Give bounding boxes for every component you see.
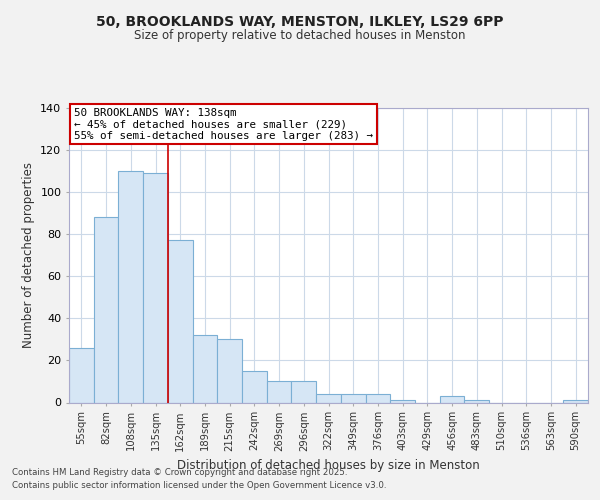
Bar xyxy=(365,394,390,402)
Bar xyxy=(118,170,143,402)
Bar xyxy=(563,400,588,402)
Text: Contains HM Land Registry data © Crown copyright and database right 2025.: Contains HM Land Registry data © Crown c… xyxy=(12,468,347,477)
Bar xyxy=(464,400,489,402)
Bar xyxy=(217,340,242,402)
Bar xyxy=(168,240,193,402)
Bar xyxy=(341,394,365,402)
Bar xyxy=(242,371,267,402)
Bar xyxy=(143,173,168,402)
Text: Contains public sector information licensed under the Open Government Licence v3: Contains public sector information licen… xyxy=(12,482,386,490)
Text: Size of property relative to detached houses in Menston: Size of property relative to detached ho… xyxy=(134,30,466,43)
Bar xyxy=(193,335,217,402)
Bar xyxy=(390,400,415,402)
Text: 50 BROOKLANDS WAY: 138sqm
← 45% of detached houses are smaller (229)
55% of semi: 50 BROOKLANDS WAY: 138sqm ← 45% of detac… xyxy=(74,108,373,140)
Bar xyxy=(292,382,316,402)
Y-axis label: Number of detached properties: Number of detached properties xyxy=(22,162,35,348)
Bar xyxy=(267,382,292,402)
Bar xyxy=(94,217,118,402)
Text: 50, BROOKLANDS WAY, MENSTON, ILKLEY, LS29 6PP: 50, BROOKLANDS WAY, MENSTON, ILKLEY, LS2… xyxy=(96,16,504,30)
Bar xyxy=(69,348,94,403)
X-axis label: Distribution of detached houses by size in Menston: Distribution of detached houses by size … xyxy=(177,459,480,472)
Bar xyxy=(440,396,464,402)
Bar xyxy=(316,394,341,402)
